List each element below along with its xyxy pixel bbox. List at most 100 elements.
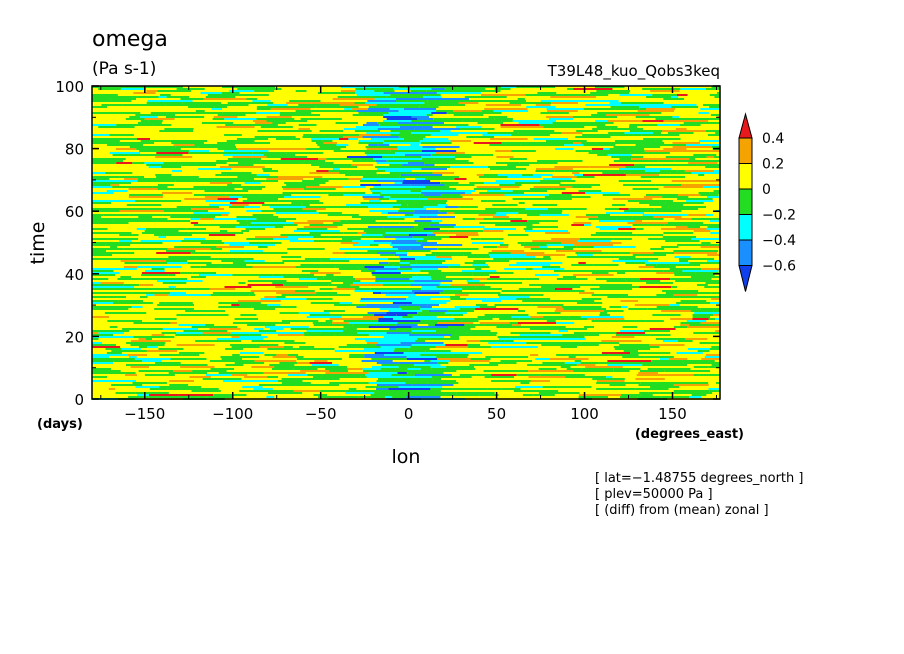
- heatmap-cell: [537, 292, 579, 294]
- heatmap-cell: [92, 220, 114, 222]
- heatmap-cell: [423, 238, 442, 240]
- heatmap-cell: [293, 350, 302, 352]
- heatmap-cell: [635, 228, 644, 230]
- heatmap-cell: [507, 164, 530, 166]
- heatmap-cell: [290, 322, 313, 324]
- heatmap-cell: [563, 304, 592, 306]
- heatmap-cell: [92, 384, 112, 386]
- heatmap-cell: [121, 236, 159, 238]
- heatmap-cell: [92, 158, 126, 160]
- heatmap-cell: [535, 170, 555, 172]
- heatmap-cell: [656, 294, 674, 296]
- heatmap-cell: [92, 96, 138, 98]
- heatmap-cell: [281, 242, 310, 244]
- heatmap-cell: [166, 182, 178, 184]
- heatmap-cell: [512, 324, 521, 326]
- heatmap-cell: [188, 106, 215, 108]
- heatmap-cell: [688, 196, 707, 198]
- heatmap-cell: [217, 148, 238, 150]
- heatmap-cell: [639, 108, 647, 110]
- heatmap-cell: [269, 174, 304, 176]
- heatmap-cell: [210, 368, 218, 370]
- heatmap-cell: [454, 306, 480, 308]
- heatmap-cell: [244, 376, 268, 378]
- heatmap-cell: [92, 340, 107, 342]
- heatmap-cell: [370, 394, 411, 396]
- heatmap-cell: [668, 132, 694, 134]
- heatmap-cell: [711, 186, 720, 188]
- heatmap-cell: [712, 234, 720, 236]
- heatmap-cell: [353, 282, 382, 284]
- heatmap-cell: [624, 172, 638, 174]
- heatmap-cell: [637, 320, 646, 322]
- heatmap-cell: [491, 380, 508, 382]
- heatmap-cell: [381, 364, 415, 366]
- heatmap-cell: [368, 372, 398, 374]
- heatmap-cell: [358, 122, 367, 124]
- heatmap-cell: [163, 210, 208, 212]
- heatmap-cell: [526, 280, 564, 282]
- heatmap-cell: [305, 372, 326, 374]
- heatmap-cell: [397, 146, 423, 148]
- heatmap-cell: [280, 112, 312, 114]
- heatmap-cell: [584, 224, 591, 226]
- heatmap-cell: [578, 394, 621, 396]
- heatmap-cell: [597, 154, 608, 156]
- heatmap-cell: [584, 334, 599, 336]
- heatmap-cell: [559, 184, 601, 186]
- heatmap-cell: [395, 98, 410, 100]
- heatmap-cell: [573, 222, 592, 224]
- heatmap-cell: [684, 344, 711, 346]
- heatmap-cell: [200, 218, 215, 220]
- heatmap-cell: [230, 250, 263, 252]
- heatmap-cell: [366, 148, 397, 150]
- heatmap-cell: [166, 202, 189, 204]
- heatmap-cell: [635, 116, 673, 118]
- heatmap-cell: [614, 140, 656, 142]
- heatmap-cell: [537, 142, 574, 144]
- heatmap-cell: [260, 298, 307, 300]
- heatmap-cell: [555, 344, 599, 346]
- heatmap-cell: [205, 324, 215, 326]
- heatmap-cell: [92, 136, 132, 138]
- heatmap-cell: [485, 104, 522, 106]
- heatmap-cell: [361, 360, 393, 362]
- heatmap-cell: [529, 232, 546, 234]
- heatmap-cell: [297, 96, 332, 98]
- heatmap-cell: [440, 282, 468, 284]
- heatmap-cell: [281, 88, 324, 90]
- heatmap-cell: [701, 334, 720, 336]
- heatmap-cell: [674, 354, 706, 356]
- heatmap-cell: [282, 226, 304, 228]
- heatmap-cell: [629, 370, 640, 372]
- heatmap-cell: [331, 314, 375, 316]
- heatmap-cell: [551, 238, 580, 240]
- heatmap-cell: [162, 242, 185, 244]
- heatmap-cell: [521, 372, 554, 374]
- heatmap-cell: [226, 174, 257, 176]
- annotation-lat: [ lat=−1.48755 degrees_north ]: [595, 471, 803, 486]
- heatmap-cell: [695, 272, 719, 274]
- heatmap-cell: [309, 392, 346, 394]
- heatmap-cell: [320, 100, 328, 102]
- heatmap-cell: [198, 146, 236, 148]
- heatmap-cell: [340, 242, 359, 244]
- heatmap-cell: [664, 224, 709, 226]
- heatmap-cell: [629, 92, 645, 94]
- heatmap-cell: [234, 188, 243, 190]
- heatmap-cell: [188, 384, 230, 386]
- heatmap-cell: [282, 350, 294, 352]
- heatmap-cell: [479, 222, 490, 224]
- heatmap-cell: [494, 214, 507, 216]
- heatmap-cell: [622, 366, 634, 368]
- heatmap-cell: [562, 262, 579, 264]
- heatmap-cell: [92, 374, 106, 376]
- heatmap-cell: [624, 132, 653, 134]
- heatmap-cell: [318, 158, 327, 160]
- heatmap-cell: [249, 334, 262, 336]
- heatmap-cell: [382, 234, 400, 236]
- heatmap-cell: [395, 152, 436, 154]
- heatmap-cell: [635, 334, 651, 336]
- colorbar-segment: [738, 214, 753, 241]
- heatmap-cell: [494, 118, 513, 120]
